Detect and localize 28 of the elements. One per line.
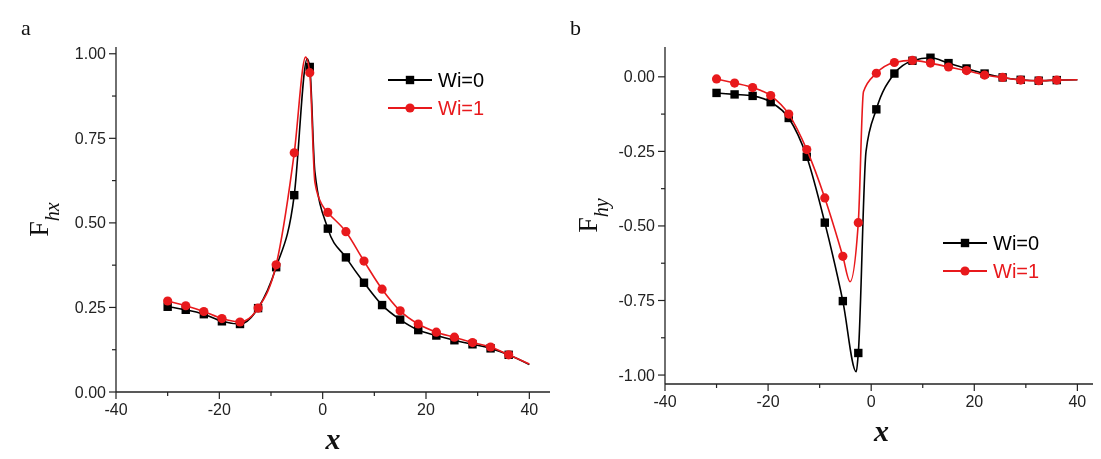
- y-tick-label: 0.50: [74, 214, 107, 232]
- x-tick-label: 40: [1068, 393, 1087, 410]
- y-tick-label: 0.00: [74, 383, 107, 401]
- y-tick-label: 0.00: [623, 68, 656, 86]
- x-tick-label: 20: [965, 393, 984, 410]
- x-tick-label: -40: [653, 393, 677, 410]
- x-tick-label: -40: [104, 401, 128, 418]
- y-tick-label: -0.75: [618, 292, 656, 309]
- x-tick-label: 40: [520, 401, 539, 418]
- y-tick-label: -0.25: [618, 142, 656, 160]
- y-tick-label: -0.50: [618, 217, 656, 235]
- x-tick-label: 20: [417, 401, 435, 418]
- chart-title: a: [21, 15, 31, 40]
- y-tick-label: 0.25: [74, 298, 107, 316]
- legend-label: Wi=0: [993, 232, 1040, 254]
- y-tick-label: 1.00: [74, 45, 107, 63]
- chart-title: b: [570, 15, 581, 40]
- x-tick-label: -20: [756, 393, 780, 410]
- x-axis-title: x: [873, 414, 889, 447]
- legend-label: Wi=0: [438, 69, 485, 91]
- x-axis-title: x: [324, 422, 341, 455]
- y-tick-label: -1.00: [618, 366, 656, 384]
- x-tick-label: 0: [318, 401, 328, 418]
- y-tick-label: 0.75: [74, 129, 107, 147]
- legend-label: Wi=1: [438, 97, 485, 119]
- legend-label: Wi=1: [993, 260, 1040, 282]
- x-tick-label: -20: [207, 401, 231, 418]
- x-tick-label: 0: [866, 393, 876, 410]
